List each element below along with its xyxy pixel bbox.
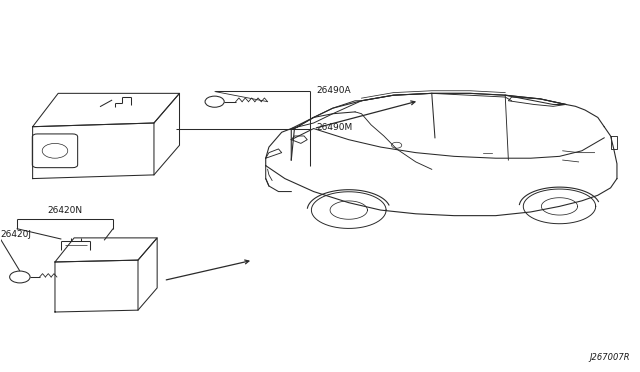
Text: 26420J: 26420J bbox=[1, 230, 32, 239]
Text: J267007R: J267007R bbox=[589, 353, 630, 362]
Text: 26490M: 26490M bbox=[317, 123, 353, 132]
Text: 26490A: 26490A bbox=[317, 86, 351, 95]
Text: 26420N: 26420N bbox=[47, 206, 83, 215]
